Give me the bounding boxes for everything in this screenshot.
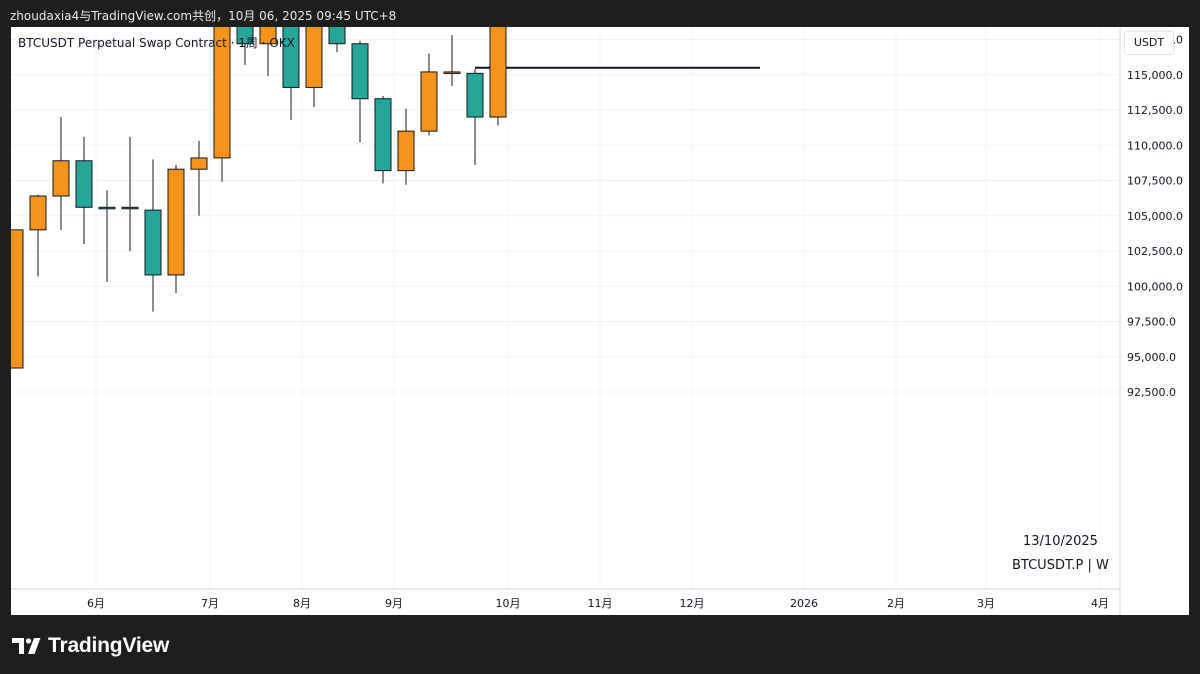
candle-body — [52, 160, 70, 197]
header-attribution: zhoudaxia4与TradingView.com共创，10月 06, 202… — [10, 9, 397, 23]
tradingview-logo[interactable]: TradingView — [12, 633, 169, 659]
candlestick-chart[interactable]: 125,000.0122,500.0120,000.0117,500.0115,… — [11, 27, 1189, 615]
x-tick-label: 10月 — [496, 597, 521, 610]
candle-body — [167, 168, 185, 276]
x-tick-label: 4月 — [1091, 597, 1109, 610]
currency-button[interactable]: USDT — [1124, 31, 1174, 55]
y-tick-label: 95,000.0 — [1127, 351, 1176, 364]
x-tick-label: 3月 — [977, 597, 995, 610]
tradingview-icon — [12, 638, 41, 654]
x-tick-label: 8月 — [293, 597, 311, 610]
x-tick-label: 6月 — [87, 597, 105, 610]
candle-body — [75, 160, 93, 208]
candle-body — [351, 43, 369, 100]
candle-body — [397, 130, 415, 172]
y-tick-label: 100,000.0 — [1127, 280, 1183, 293]
candle-body — [259, 27, 277, 45]
candle-body — [443, 71, 461, 74]
candle-body — [489, 27, 507, 118]
y-tick-label: 115,000.0 — [1127, 69, 1183, 82]
x-tick-label: 2月 — [887, 597, 905, 610]
candle-body — [305, 27, 323, 88]
y-tick-label: 107,500.0 — [1127, 175, 1183, 188]
x-tick-label: 7月 — [201, 597, 219, 610]
candle-body — [98, 206, 116, 210]
chart-title: BTCUSDT Perpetual Swap Contract · 1周 · O… — [18, 36, 295, 50]
candle-body — [121, 206, 139, 210]
y-tick-label: 92,500.0 — [1127, 386, 1176, 399]
x-tick-label: 11月 — [588, 597, 613, 610]
candle-body — [282, 27, 300, 88]
candle-body — [328, 27, 346, 45]
brand-name: TradingView — [48, 634, 170, 657]
x-tick-label: 9月 — [385, 597, 403, 610]
candle-body — [466, 72, 484, 118]
y-tick-label: 105,000.0 — [1127, 210, 1183, 223]
candle-body — [420, 71, 438, 132]
y-tick-label: 97,500.0 — [1127, 316, 1176, 329]
y-tick-label: 102,500.0 — [1127, 245, 1183, 258]
x-tick-label: 2026 — [790, 597, 818, 610]
y-tick-label: 110,000.0 — [1127, 139, 1183, 152]
x-tick-label: 12月 — [680, 597, 705, 610]
candle-body — [213, 27, 231, 159]
candle-body — [29, 195, 47, 231]
candle-body — [144, 209, 162, 276]
candle-body — [11, 229, 24, 369]
footer-date: 13/10/2025 — [1023, 534, 1098, 549]
chart-panel[interactable]: 125,000.0122,500.0120,000.0117,500.0115,… — [11, 27, 1189, 615]
candle-body — [374, 98, 392, 172]
footer-symbol: BTCUSDT.P | W — [1012, 558, 1109, 573]
y-tick-label: 112,500.0 — [1127, 104, 1183, 117]
candle-body — [236, 27, 254, 45]
top-bar: zhoudaxia4与TradingView.com共创，10月 06, 202… — [0, 0, 1200, 27]
candle-body — [190, 157, 208, 170]
